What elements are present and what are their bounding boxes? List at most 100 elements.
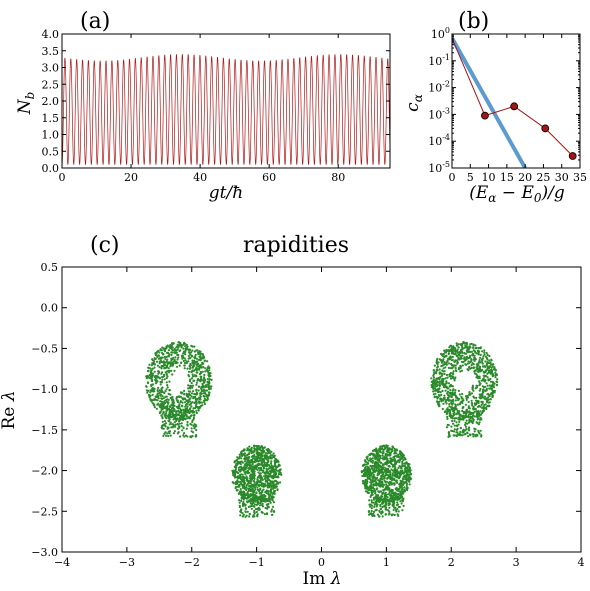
panel-c-point — [208, 369, 211, 372]
panel-c-point — [469, 434, 472, 437]
panel-c-point — [258, 496, 261, 499]
panel-c-point — [154, 379, 157, 382]
panel-c-point — [470, 402, 474, 405]
panel-c-point — [459, 370, 462, 373]
panel-c-point — [181, 405, 184, 408]
panel-c-point — [372, 469, 375, 472]
panel-c-point — [180, 345, 183, 348]
panel-c-xtick-label: −4 — [54, 556, 70, 569]
panel-c-point — [192, 397, 195, 400]
panel-c-point — [185, 415, 189, 418]
panel-c-point — [260, 491, 263, 494]
panel-c-point — [246, 480, 250, 483]
panel-c-point — [162, 427, 165, 430]
panel-c-point — [260, 463, 263, 466]
panel-c-point — [146, 381, 149, 384]
panel-c-point — [199, 356, 202, 359]
panel-c-point — [472, 418, 475, 422]
panel-c-point — [175, 396, 178, 399]
panel-c-point — [193, 379, 196, 382]
panel-c-point — [161, 420, 164, 423]
panel-c-point — [365, 479, 368, 482]
panel-c-point — [201, 382, 204, 385]
panel-c-point — [173, 409, 176, 413]
panel-c-point — [461, 392, 464, 396]
panel-c-point — [367, 459, 370, 462]
panel-c-point — [234, 485, 238, 489]
panel-c-point — [256, 514, 259, 517]
panel-c-point — [453, 417, 456, 420]
panel-c-point — [472, 358, 475, 361]
panel-c-point — [474, 344, 477, 347]
panel-c-point — [466, 432, 469, 435]
panel-c-point — [438, 371, 441, 374]
panel-c-point — [402, 459, 405, 462]
panel-c-point — [402, 472, 405, 475]
panel-c-point — [447, 433, 451, 436]
panel-c-point — [389, 477, 392, 481]
panel-c-point — [191, 386, 194, 389]
panel-c-point — [398, 465, 402, 468]
panel-c-point — [152, 398, 156, 402]
panel-a-plot: 0 20 40 60 80 0.0 0.5 1.0 1.5 2.0 2.5 3.0 3.5 4.0 — [42, 28, 391, 184]
panel-c-point — [388, 490, 391, 493]
panel-c-point — [243, 448, 246, 451]
panel-c-point — [400, 495, 403, 499]
panel-c-point — [184, 405, 187, 408]
panel-c-point — [388, 502, 391, 506]
panel-c-point — [457, 434, 461, 437]
panel-c-point — [382, 450, 385, 453]
panel-c-point — [485, 400, 488, 403]
panel-c-ytick-label: 0.5 — [41, 261, 59, 274]
panel-c-point — [192, 424, 195, 427]
panel-c-point — [484, 379, 487, 382]
panel-c-point — [170, 344, 173, 347]
panel-c-point — [483, 353, 486, 356]
panel-c-point — [452, 373, 455, 376]
panel-c-point — [405, 481, 408, 484]
panel-c-point — [391, 472, 394, 475]
panel-c-point — [461, 429, 464, 432]
panel-c-point — [474, 435, 477, 438]
panel-c-point — [178, 405, 181, 408]
panel-c-point — [398, 494, 401, 497]
panel-c-point — [472, 408, 475, 411]
panel-c-point — [253, 447, 256, 450]
panel-c-point — [479, 353, 482, 356]
panel-c-point — [172, 432, 176, 435]
panel-c-point — [378, 509, 381, 512]
panel-c-point — [403, 486, 406, 489]
panel-c-point — [251, 484, 254, 487]
panel-c-point — [239, 480, 242, 483]
panel-c-point — [261, 478, 264, 481]
panel-c-point — [277, 464, 280, 467]
panel-c-point — [270, 484, 274, 487]
panel-c-point — [370, 458, 373, 461]
panel-c-point — [182, 359, 185, 363]
panel-c-point — [380, 494, 383, 497]
panel-c-point — [407, 464, 410, 467]
panel-c-point — [157, 386, 160, 389]
panel-c-point — [233, 475, 236, 478]
panel-c-point — [157, 370, 160, 373]
panel-c-point — [269, 473, 272, 476]
panel-c-point — [181, 401, 184, 404]
panel-c-point — [275, 469, 278, 472]
panel-c-point — [373, 505, 376, 508]
panel-c-point — [269, 501, 272, 504]
panel-c-point — [487, 378, 490, 381]
panel-c-point — [238, 474, 241, 477]
panel-c-point — [183, 361, 187, 365]
panel-c-ytick-label: −2.0 — [31, 465, 58, 478]
panel-c-point — [270, 488, 273, 491]
panel-a-ytick-label: 1.0 — [42, 129, 60, 142]
panel-c-point — [197, 365, 200, 368]
panel-c-point — [207, 382, 210, 385]
panel-b-xtick-label: 30 — [555, 171, 569, 184]
panel-c-point — [265, 491, 268, 494]
panel-c-point — [150, 377, 153, 380]
panel-b-xlabel: (Eα − E0)/g — [469, 183, 565, 205]
panel-c-point — [245, 484, 248, 487]
panel-c-point — [165, 395, 168, 398]
panel-c-point — [488, 405, 491, 408]
